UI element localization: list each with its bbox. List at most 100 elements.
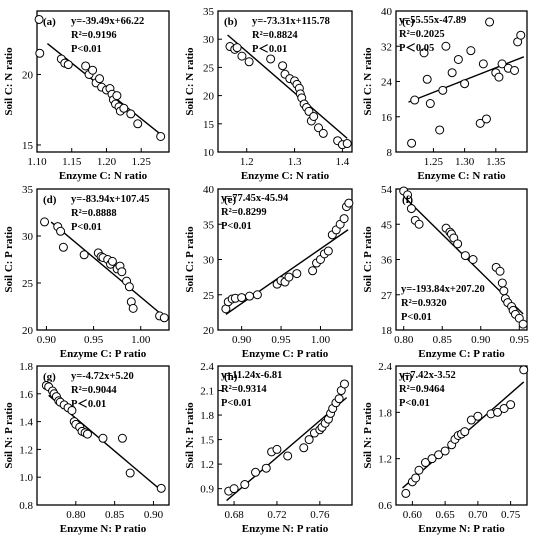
annotation-text: y=-73.31x+115.78 — [252, 16, 330, 27]
data-point — [237, 51, 247, 61]
regression-line — [225, 229, 349, 315]
annotation-text: y=-83.94x+107.45 — [71, 194, 149, 205]
y-tick-label: 20 — [22, 69, 34, 81]
annotation-text: y=11.24x-6.81 — [221, 370, 282, 381]
x-axis-title: Enzyme N: P ratio — [418, 523, 505, 535]
y-tick-label: 2.1 — [200, 386, 214, 398]
data-point — [427, 454, 437, 464]
x-tick-label: 0.60 — [403, 509, 423, 521]
data-point — [284, 272, 294, 282]
y-tick-label: 2.4 — [378, 361, 392, 373]
data-point — [422, 74, 432, 84]
data-point — [518, 319, 528, 329]
x-axis-title: Enzyme C: P ratio — [418, 348, 505, 360]
x-axis-title: Enzyme C: N ratio — [59, 170, 148, 182]
annotation-text: R²=0.8824 — [252, 30, 298, 41]
scatter-panel: 0.90 0.95 1.00 20 25 30 35 Enzyme C: P ratio Soi… — [3, 184, 170, 360]
y-tick-label: 35 — [22, 184, 34, 196]
data-point — [278, 61, 288, 71]
data-point — [272, 444, 282, 454]
annotation-text: R²=0.2025 — [399, 29, 445, 40]
data-point — [466, 46, 476, 56]
x-tick-label: 1.35 — [486, 156, 506, 168]
panel-label: (c) — [402, 16, 415, 28]
plot-frame — [36, 188, 170, 331]
annotation-text: P<0.01 — [71, 222, 102, 233]
data-point — [411, 473, 421, 483]
data-point — [292, 269, 302, 279]
y-axis-title: Soil N: P ratio — [184, 402, 196, 469]
y-tick-label: 20 — [203, 325, 215, 337]
annotation-text: R²=0.9314 — [221, 384, 267, 395]
panel-label: (f) — [402, 194, 413, 206]
scatter-panel: 0.90 0.95 1.00 20 25 30 35 40 Enzyme C: P ratio S… — [184, 184, 354, 360]
data-point — [266, 54, 276, 64]
data-point — [261, 463, 271, 473]
data-point — [440, 446, 450, 456]
data-point — [414, 465, 424, 475]
data-point — [506, 400, 516, 410]
data-point — [481, 114, 491, 124]
x-tick-label: 0.65 — [436, 509, 456, 521]
x-tick-label: 1.4 — [336, 156, 350, 168]
data-point — [126, 109, 136, 119]
data-point — [342, 139, 352, 149]
panel-label: (i) — [402, 371, 413, 383]
data-point — [485, 17, 495, 27]
x-tick-label: 0.80 — [66, 509, 86, 521]
panel-label: (h) — [224, 371, 238, 383]
data-point — [34, 14, 44, 24]
y-tick-label: 30 — [203, 255, 215, 267]
y-tick-label: 30 — [203, 34, 215, 46]
data-point — [299, 443, 309, 453]
scatter-panel: 0.68 0.72 0.76 0.9 1.2 1.5 1.8 2.1 2.4 Enzyme N: … — [184, 361, 353, 535]
data-point — [107, 256, 117, 266]
data-point — [499, 286, 509, 296]
panel-label: (d) — [43, 194, 57, 206]
y-tick-label: 27 — [381, 290, 393, 302]
x-tick-label: 0.90 — [37, 334, 57, 346]
data-point — [63, 60, 73, 70]
x-tick-label: 0.85 — [433, 334, 453, 346]
data-point — [58, 242, 68, 252]
annotation-text: P＜0.01 — [252, 43, 287, 55]
x-tick-label: 1.30 — [455, 156, 475, 168]
data-point — [453, 54, 463, 64]
x-tick-label: 1.20 — [97, 156, 117, 168]
data-point — [159, 313, 169, 323]
data-point — [403, 190, 413, 200]
panel-label: (g) — [43, 371, 56, 383]
x-tick-label: 1.25 — [424, 156, 444, 168]
x-tick-label: 0.90 — [471, 334, 491, 346]
data-point — [240, 480, 250, 490]
data-point — [419, 48, 429, 58]
data-point — [67, 405, 77, 415]
data-point — [283, 451, 293, 461]
y-tick-label: 1.8 — [200, 410, 214, 422]
data-point — [460, 79, 470, 89]
data-point — [510, 65, 520, 75]
scatter-panel: 0.60 0.65 0.70 0.75 0.6 1.2 1.8 2.4 Enzyme N: P … — [362, 361, 529, 535]
annotation-text: y=55.55x-47.89 — [399, 15, 466, 26]
annotation-text: R²=0.8888 — [71, 208, 117, 219]
data-point — [468, 255, 478, 264]
y-tick-label: 10 — [203, 147, 215, 159]
y-axis-title: Soil C: N ratio — [3, 47, 15, 116]
data-point — [323, 246, 333, 256]
x-tick-label: 0.95 — [84, 334, 104, 346]
data-point — [475, 118, 485, 128]
data-point — [401, 488, 411, 498]
y-tick-label: 35 — [203, 219, 215, 231]
y-tick-label: 1.6 — [19, 389, 33, 401]
annotation-text: y=-39.49x+66.22 — [71, 16, 144, 27]
panel-label: (a) — [43, 16, 56, 28]
y-tick-label: 1.2 — [200, 459, 214, 471]
data-point — [252, 290, 262, 300]
data-point — [494, 72, 504, 82]
y-tick-label: 16 — [381, 112, 393, 124]
data-point — [232, 43, 242, 53]
data-point — [339, 214, 349, 224]
plot-frame — [36, 365, 170, 506]
y-axis-title: Soil C: N ratio — [184, 47, 196, 116]
data-point — [318, 128, 328, 138]
